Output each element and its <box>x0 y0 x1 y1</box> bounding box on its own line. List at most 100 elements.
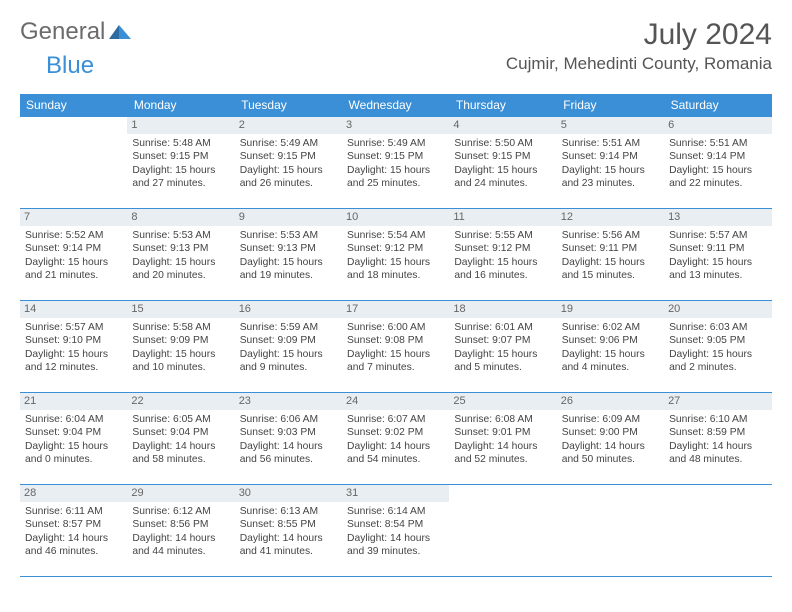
sunrise-text: Sunrise: 6:13 AM <box>240 505 337 519</box>
logo-mark-icon <box>109 18 131 46</box>
sunset-text: Sunset: 9:04 PM <box>132 426 229 440</box>
day-number: 10 <box>342 209 449 226</box>
day-number: 24 <box>342 393 449 410</box>
calendar-week-row: 14Sunrise: 5:57 AMSunset: 9:10 PMDayligh… <box>20 301 772 393</box>
daylight-text: Daylight: 14 hours and 41 minutes. <box>240 532 337 559</box>
sunset-text: Sunset: 9:05 PM <box>669 334 766 348</box>
daylight-text: Daylight: 14 hours and 48 minutes. <box>669 440 766 467</box>
day-number: 9 <box>235 209 342 226</box>
calendar-cell: 27Sunrise: 6:10 AMSunset: 8:59 PMDayligh… <box>664 393 771 485</box>
calendar-cell: 14Sunrise: 5:57 AMSunset: 9:10 PMDayligh… <box>20 301 127 393</box>
sunrise-text: Sunrise: 5:58 AM <box>132 321 229 335</box>
daylight-text: Daylight: 15 hours and 2 minutes. <box>669 348 766 375</box>
daylight-text: Daylight: 15 hours and 24 minutes. <box>454 164 551 191</box>
daylight-text: Daylight: 15 hours and 21 minutes. <box>25 256 122 283</box>
sunrise-text: Sunrise: 6:01 AM <box>454 321 551 335</box>
day-number: 2 <box>235 117 342 134</box>
day-number: 13 <box>664 209 771 226</box>
sunset-text: Sunset: 9:11 PM <box>562 242 659 256</box>
day-number: 26 <box>557 393 664 410</box>
sunrise-text: Sunrise: 5:49 AM <box>347 137 444 151</box>
sunset-text: Sunset: 9:15 PM <box>347 150 444 164</box>
day-number: 27 <box>664 393 771 410</box>
calendar-cell: 29Sunrise: 6:12 AMSunset: 8:56 PMDayligh… <box>127 485 234 577</box>
sunrise-text: Sunrise: 6:06 AM <box>240 413 337 427</box>
sunset-text: Sunset: 9:09 PM <box>240 334 337 348</box>
sunset-text: Sunset: 9:15 PM <box>132 150 229 164</box>
sunrise-text: Sunrise: 5:48 AM <box>132 137 229 151</box>
calendar-cell: 23Sunrise: 6:06 AMSunset: 9:03 PMDayligh… <box>235 393 342 485</box>
daylight-text: Daylight: 15 hours and 13 minutes. <box>669 256 766 283</box>
calendar-cell: 28Sunrise: 6:11 AMSunset: 8:57 PMDayligh… <box>20 485 127 577</box>
sunrise-text: Sunrise: 5:53 AM <box>132 229 229 243</box>
sunrise-text: Sunrise: 5:57 AM <box>669 229 766 243</box>
sunset-text: Sunset: 8:55 PM <box>240 518 337 532</box>
month-title: July 2024 <box>506 18 772 52</box>
daylight-text: Daylight: 14 hours and 39 minutes. <box>347 532 444 559</box>
day-number: 22 <box>127 393 234 410</box>
day-number: 16 <box>235 301 342 318</box>
day-header: Sunday <box>20 94 127 117</box>
calendar-cell: 1 Sunrise: 5:48 AMSunset: 9:15 PMDaylight… <box>127 117 234 209</box>
sunset-text: Sunset: 9:14 PM <box>562 150 659 164</box>
sunrise-text: Sunrise: 5:56 AM <box>562 229 659 243</box>
sunset-text: Sunset: 9:12 PM <box>454 242 551 256</box>
sunset-text: Sunset: 9:02 PM <box>347 426 444 440</box>
daylight-text: Daylight: 14 hours and 46 minutes. <box>25 532 122 559</box>
sunset-text: Sunset: 9:09 PM <box>132 334 229 348</box>
logo-word2: Blue <box>46 52 94 80</box>
daylight-text: Daylight: 15 hours and 5 minutes. <box>454 348 551 375</box>
daylight-text: Daylight: 15 hours and 12 minutes. <box>25 348 122 375</box>
daylight-text: Daylight: 14 hours and 58 minutes. <box>132 440 229 467</box>
sunrise-text: Sunrise: 5:49 AM <box>240 137 337 151</box>
day-number: 25 <box>449 393 556 410</box>
calendar-cell: 15 Sunrise: 5:58 AMSunset: 9:09 PMDayligh… <box>127 301 234 393</box>
day-header: Thursday <box>449 94 556 117</box>
calendar-cell: 7Sunrise: 5:52 AMSunset: 9:14 PMDaylight… <box>20 209 127 301</box>
daylight-text: Daylight: 15 hours and 10 minutes. <box>132 348 229 375</box>
sunset-text: Sunset: 9:13 PM <box>132 242 229 256</box>
sunrise-text: Sunrise: 6:11 AM <box>25 505 122 519</box>
day-number: 15 <box>127 301 234 318</box>
day-number: 8 <box>127 209 234 226</box>
sunrise-text: Sunrise: 6:05 AM <box>132 413 229 427</box>
day-header: Saturday <box>664 94 771 117</box>
daylight-text: Daylight: 15 hours and 23 minutes. <box>562 164 659 191</box>
day-number: 11 <box>449 209 556 226</box>
calendar-cell: . <box>20 117 127 209</box>
day-number: 30 <box>235 485 342 502</box>
calendar-cell: 21Sunrise: 6:04 AMSunset: 9:04 PMDayligh… <box>20 393 127 485</box>
daylight-text: Daylight: 14 hours and 56 minutes. <box>240 440 337 467</box>
sunset-text: Sunset: 9:14 PM <box>669 150 766 164</box>
sunrise-text: Sunrise: 5:52 AM <box>25 229 122 243</box>
sunset-text: Sunset: 9:13 PM <box>240 242 337 256</box>
sunset-text: Sunset: 9:11 PM <box>669 242 766 256</box>
sunrise-text: Sunrise: 6:14 AM <box>347 505 444 519</box>
daylight-text: Daylight: 15 hours and 18 minutes. <box>347 256 444 283</box>
calendar-header-row: SundayMondayTuesdayWednesdayThursdayFrid… <box>20 94 772 117</box>
calendar-cell: 4Sunrise: 5:50 AMSunset: 9:15 PMDaylight… <box>449 117 556 209</box>
calendar-cell: 24 Sunrise: 6:07 AMSunset: 9:02 PMDayligh… <box>342 393 449 485</box>
daylight-text: Daylight: 15 hours and 16 minutes. <box>454 256 551 283</box>
sunrise-text: Sunrise: 6:02 AM <box>562 321 659 335</box>
calendar-cell: 16Sunrise: 5:59 AMSunset: 9:09 PMDayligh… <box>235 301 342 393</box>
logo-word1: General <box>20 18 105 46</box>
daylight-text: Daylight: 14 hours and 50 minutes. <box>562 440 659 467</box>
daylight-text: Daylight: 15 hours and 27 minutes. <box>132 164 229 191</box>
day-number: 20 <box>664 301 771 318</box>
day-number: 7 <box>20 209 127 226</box>
calendar-cell: 9Sunrise: 5:53 AMSunset: 9:13 PMDaylight… <box>235 209 342 301</box>
daylight-text: Daylight: 14 hours and 54 minutes. <box>347 440 444 467</box>
sunrise-text: Sunrise: 6:07 AM <box>347 413 444 427</box>
sunset-text: Sunset: 8:57 PM <box>25 518 122 532</box>
day-number: 12 <box>557 209 664 226</box>
sunrise-text: Sunrise: 6:08 AM <box>454 413 551 427</box>
sunrise-text: Sunrise: 6:04 AM <box>25 413 122 427</box>
calendar-cell: 20Sunrise: 6:03 AMSunset: 9:05 PMDayligh… <box>664 301 771 393</box>
day-number: 21 <box>20 393 127 410</box>
calendar-cell: 17Sunrise: 6:00 AMSunset: 9:08 PMDayligh… <box>342 301 449 393</box>
logo: General <box>20 18 131 46</box>
day-number: 1 <box>127 117 234 134</box>
daylight-text: Daylight: 15 hours and 26 minutes. <box>240 164 337 191</box>
calendar-cell: . <box>557 485 664 577</box>
